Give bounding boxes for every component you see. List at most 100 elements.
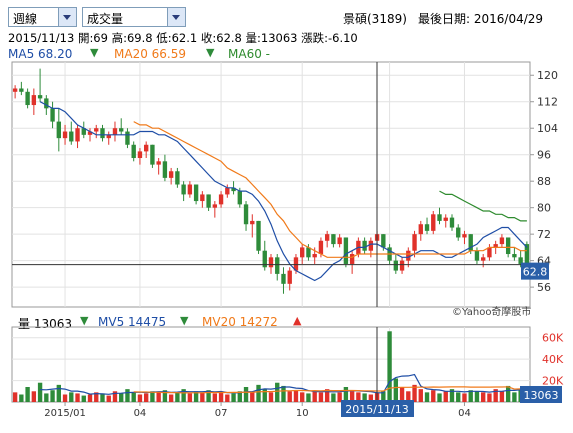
x-tick-label: 04 [458, 408, 471, 419]
volume-bar [318, 392, 324, 402]
y-tick-label: 112 [537, 96, 558, 109]
candle-body [231, 187, 236, 192]
candle-body [406, 250, 411, 261]
ma20-line [133, 121, 527, 258]
volume-bar [150, 391, 155, 402]
candle-body [412, 234, 417, 251]
volume-bar [175, 392, 180, 402]
volume-bar [293, 390, 299, 402]
y-tick-label: 104 [537, 122, 558, 135]
volume-bar [119, 393, 124, 402]
date-cursor-tag [341, 400, 414, 417]
volume-bar [437, 393, 442, 402]
ma5-legend: MA5 68.20 [8, 47, 73, 61]
volume-bar [75, 393, 80, 402]
candle-body [37, 95, 43, 99]
mv20-trend-up-icon: ▲ [293, 314, 302, 327]
candle-body [56, 121, 61, 139]
candle-body [181, 184, 186, 195]
y-tick-label: 72 [537, 228, 551, 241]
volume-bar [474, 391, 480, 402]
candle-body [175, 171, 180, 185]
candle-body [481, 257, 486, 261]
volume-bar [50, 390, 55, 402]
candle-body [137, 151, 143, 159]
volume-bar [505, 385, 511, 402]
last-date-label: 最後日期: 2016/04/29 [418, 12, 544, 26]
candle-body [343, 237, 349, 264]
candle-body [512, 254, 517, 258]
candle-body [437, 214, 442, 221]
candle-body [168, 171, 174, 178]
volume-bar [381, 391, 386, 402]
candle-body [331, 234, 336, 245]
candle-body [12, 88, 18, 92]
volume-y-tick-label: 40K [542, 353, 564, 366]
candle-body [275, 257, 280, 274]
ma60-legend: MA60 - [228, 47, 270, 61]
volume-bar [424, 392, 430, 402]
chevron-down-icon[interactable] [58, 8, 76, 26]
volume-bar [94, 392, 99, 402]
date-cursor-tag-text: 2015/11/13 [345, 403, 408, 416]
mv5-legend: MV5 14475 [98, 315, 167, 329]
candle-body [262, 250, 267, 268]
period-select[interactable]: 週線 [8, 7, 77, 27]
volume-bar [106, 395, 111, 402]
candle-body [225, 187, 230, 195]
volume-bar [300, 392, 305, 402]
volume-bar [462, 393, 467, 402]
candle-body [218, 194, 224, 205]
candle-body [281, 273, 286, 284]
volume-bar [275, 382, 280, 402]
candle-body [474, 250, 480, 261]
volume-bar [168, 394, 174, 402]
volume-bar [19, 394, 24, 402]
volume-bar [331, 393, 336, 402]
ma5-trend-down-icon: ▼ [90, 46, 99, 59]
candle-body [424, 224, 430, 231]
volume-bar [62, 394, 68, 402]
volume-bar [287, 391, 292, 402]
candle-body [312, 254, 317, 258]
candle-body [131, 144, 136, 159]
chevron-down-icon[interactable] [167, 8, 185, 26]
ma20-trend-down-icon: ▼ [206, 46, 215, 59]
volume-bar [12, 392, 18, 402]
candle-body [206, 194, 211, 208]
volume-bar [100, 393, 105, 402]
mv20-legend: MV20 14272 [202, 315, 278, 329]
candle-body [468, 234, 473, 251]
volume-bar [237, 391, 242, 402]
volume-bar [362, 393, 367, 402]
volume-bar [281, 385, 286, 402]
volume-bar [212, 393, 218, 402]
volume-bar [337, 392, 342, 402]
volume-trend-down-icon: ▼ [80, 314, 89, 327]
candle-body [112, 128, 118, 135]
candle-body [81, 128, 86, 135]
indicator-select[interactable]: 成交量 [82, 7, 186, 27]
volume-bar [31, 391, 37, 402]
x-tick-label: 04 [134, 408, 147, 419]
candle-body [31, 95, 37, 106]
volume-bar [312, 391, 317, 402]
price-panel-frame [11, 61, 531, 308]
volume-y-tick-label: 60K [542, 332, 564, 345]
candle-body [524, 244, 530, 265]
volume-bar [37, 382, 43, 402]
candle-body [75, 128, 80, 142]
volume-bar [418, 389, 423, 402]
volume-bar [343, 387, 349, 402]
volume-bar [268, 392, 274, 402]
volume-cursor-tag-text: 13063 [524, 389, 559, 402]
volume-bar [25, 387, 30, 402]
candle-body [293, 257, 299, 271]
volume-bar [306, 393, 311, 402]
y-tick-label: 88 [537, 175, 551, 188]
candle-body [456, 227, 461, 238]
volume-bar [56, 384, 61, 402]
candle-body [19, 88, 24, 92]
candle-body [156, 161, 161, 165]
